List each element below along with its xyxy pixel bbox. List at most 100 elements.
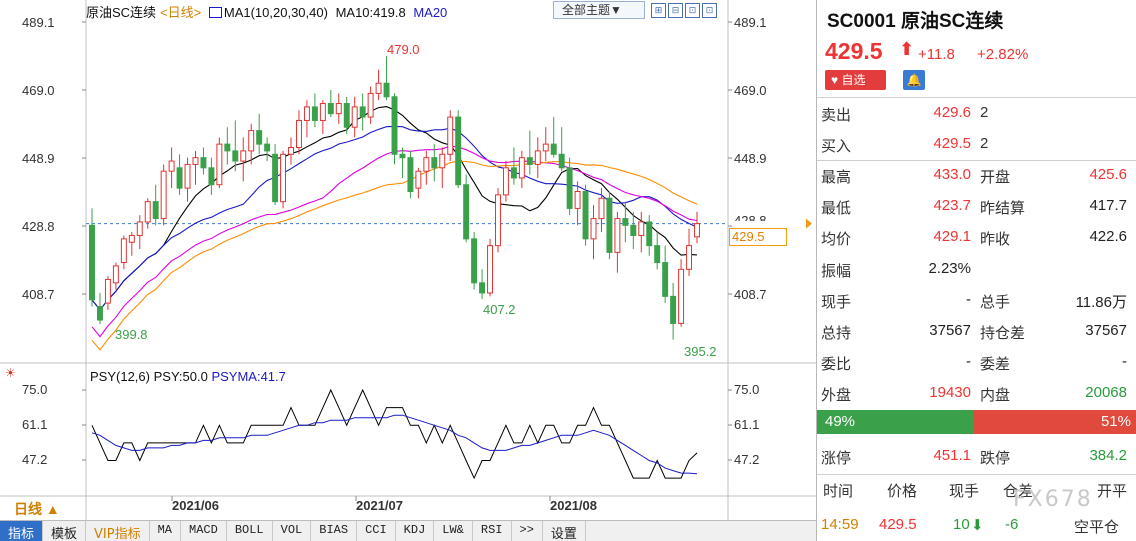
trade-row: 14:59 429.5 10 ⬇ -6 空平仓 [817,516,1136,538]
limit-down-value: 384.2 [1089,447,1127,464]
quote-value: 429.6 [933,104,971,121]
candle-body [303,106,310,121]
quote-panel: SC0001 原油SC连续 429.5 ⬆ +11.8 +2.82% ♥ 自选 … [816,0,1136,541]
tab-13[interactable]: 设置 [543,521,586,541]
layout-icon[interactable]: ⊟ [668,3,683,18]
stat-value: 433.0 [933,166,971,183]
candle-body [367,92,374,118]
y-tick-left: 448.9 [22,151,55,166]
quote-value: 429.5 [933,135,971,152]
current-price-tag: 429.5 [729,228,787,246]
expand-icon[interactable]: ⊞ [651,3,666,18]
candle-body [176,167,183,189]
candle-body [566,167,573,209]
tab-3[interactable]: MA [150,521,182,541]
y-tick-right-partial: 428.8 [734,213,767,221]
candle-body [495,194,501,247]
trade-volume: 10 [953,516,970,533]
theme-dropdown[interactable]: 全部主题▼ [553,1,645,19]
stat-value2: 37567 [1085,322,1127,339]
candle-body [335,103,342,115]
candle-body [471,238,478,284]
instrument-title: SC0001 原油SC连续 [827,11,1004,32]
indicator-tab-bar: 指标 模板 VIP指标 MA MACD BOLL VOL BIAS CCI KDJ LW& RSI >>… [0,520,816,541]
candle-body [463,184,470,240]
psy-tick-left: 61.1 [22,417,48,432]
tab-10[interactable]: LW& [434,521,473,541]
ma-legend: MA1(10,20,30,40) [223,5,328,20]
down-arrow-icon: ⬇ [971,517,984,534]
stat-label: 均价 [821,231,852,249]
stat-value: 423.7 [933,197,971,215]
candle-body [152,201,159,220]
candle-body [280,153,287,203]
stat-value: 37567 [929,322,971,339]
candle-body [447,116,454,155]
candle-body [232,150,239,162]
y-tick-right: 489.1 [734,15,767,30]
candle-body [606,197,613,253]
candle-body [686,245,693,270]
psy-legend: PSY(12,6) PSY:50.0 PSYMA:41.7 [90,369,286,384]
tab-4[interactable]: MACD [181,521,227,541]
candle-body [638,221,645,236]
tab-1[interactable]: 模板 [43,521,87,541]
candle-body [359,106,366,118]
candle-body [144,201,151,223]
chart-legend-bar: 原油SC连续 <日线> MA1(10,20,30,40) MA10:419.8 M… [86,2,451,20]
stat-value: - [966,353,971,371]
psy-tick-right: 47.2 [734,452,760,467]
panel-icon[interactable]: ⊡ [702,3,717,18]
tab-8[interactable]: CCI [357,521,396,541]
tab-0[interactable]: 指标 [0,521,44,541]
stat-label: 现手 [821,293,852,311]
stat-label: 外盘 [821,387,852,405]
candle-body [240,150,247,162]
period-toggle[interactable]: 日线 ▲ [14,501,60,517]
window-icon[interactable]: ⊡ [685,3,700,18]
add-favorite-button[interactable]: ♥ 自选 [825,70,886,90]
date-label: 2021/07 [356,498,403,513]
candle-body [510,167,517,179]
kline-chart-svg[interactable] [0,0,816,520]
quote-label: 买入 [821,138,852,155]
candle-body [272,153,279,203]
price-marker-icon [806,218,812,229]
instrument-name: 原油SC连续 [86,5,157,20]
tab-12[interactable]: >> [512,521,543,541]
stat-value: 429.1 [933,228,971,246]
low-annotation-left: 399.8 [115,327,148,342]
tab-9[interactable]: KDJ [396,521,435,541]
date-label: 2021/08 [550,498,597,513]
candle-body [224,143,231,152]
stat-label: 最低 [821,200,852,218]
period-label[interactable]: <日线> [160,5,202,20]
stat-label2: 开盘 [980,169,1011,186]
candle-body [256,130,263,145]
tab-7[interactable]: BIAS [311,521,358,541]
date-label: 2021/06 [172,498,219,513]
tab-6[interactable]: VOL [273,521,312,541]
kline-chart-area[interactable]: 原油SC连续 <日线> MA1(10,20,30,40) MA10:419.8 M… [0,0,816,520]
tab-5[interactable]: BOLL [227,521,273,541]
limit-down-label: 跌停 [980,450,1011,467]
candle-body [534,150,541,165]
candle-body [622,218,629,226]
sell-ratio: 51% [974,410,1136,434]
candle-body [168,160,175,172]
candle-body [375,82,382,94]
psy-tick-right: 61.1 [734,417,760,432]
candle-body [208,167,215,186]
candle-body [694,223,700,238]
tab-11[interactable]: RSI [473,521,512,541]
bell-icon[interactable]: 🔔 [903,70,925,90]
last-price: 429.5 [825,38,883,64]
tab-2[interactable]: VIP指标 [86,521,150,541]
stat-label2: 昨结算 [980,200,1026,218]
stat-label: 最高 [821,169,852,186]
candle-body [558,153,565,169]
stat-label: 振幅 [821,262,852,280]
buy-ratio: 49% [817,410,974,434]
candle-body [670,295,677,324]
settings-sun-icon[interactable]: ☀ [5,366,16,380]
